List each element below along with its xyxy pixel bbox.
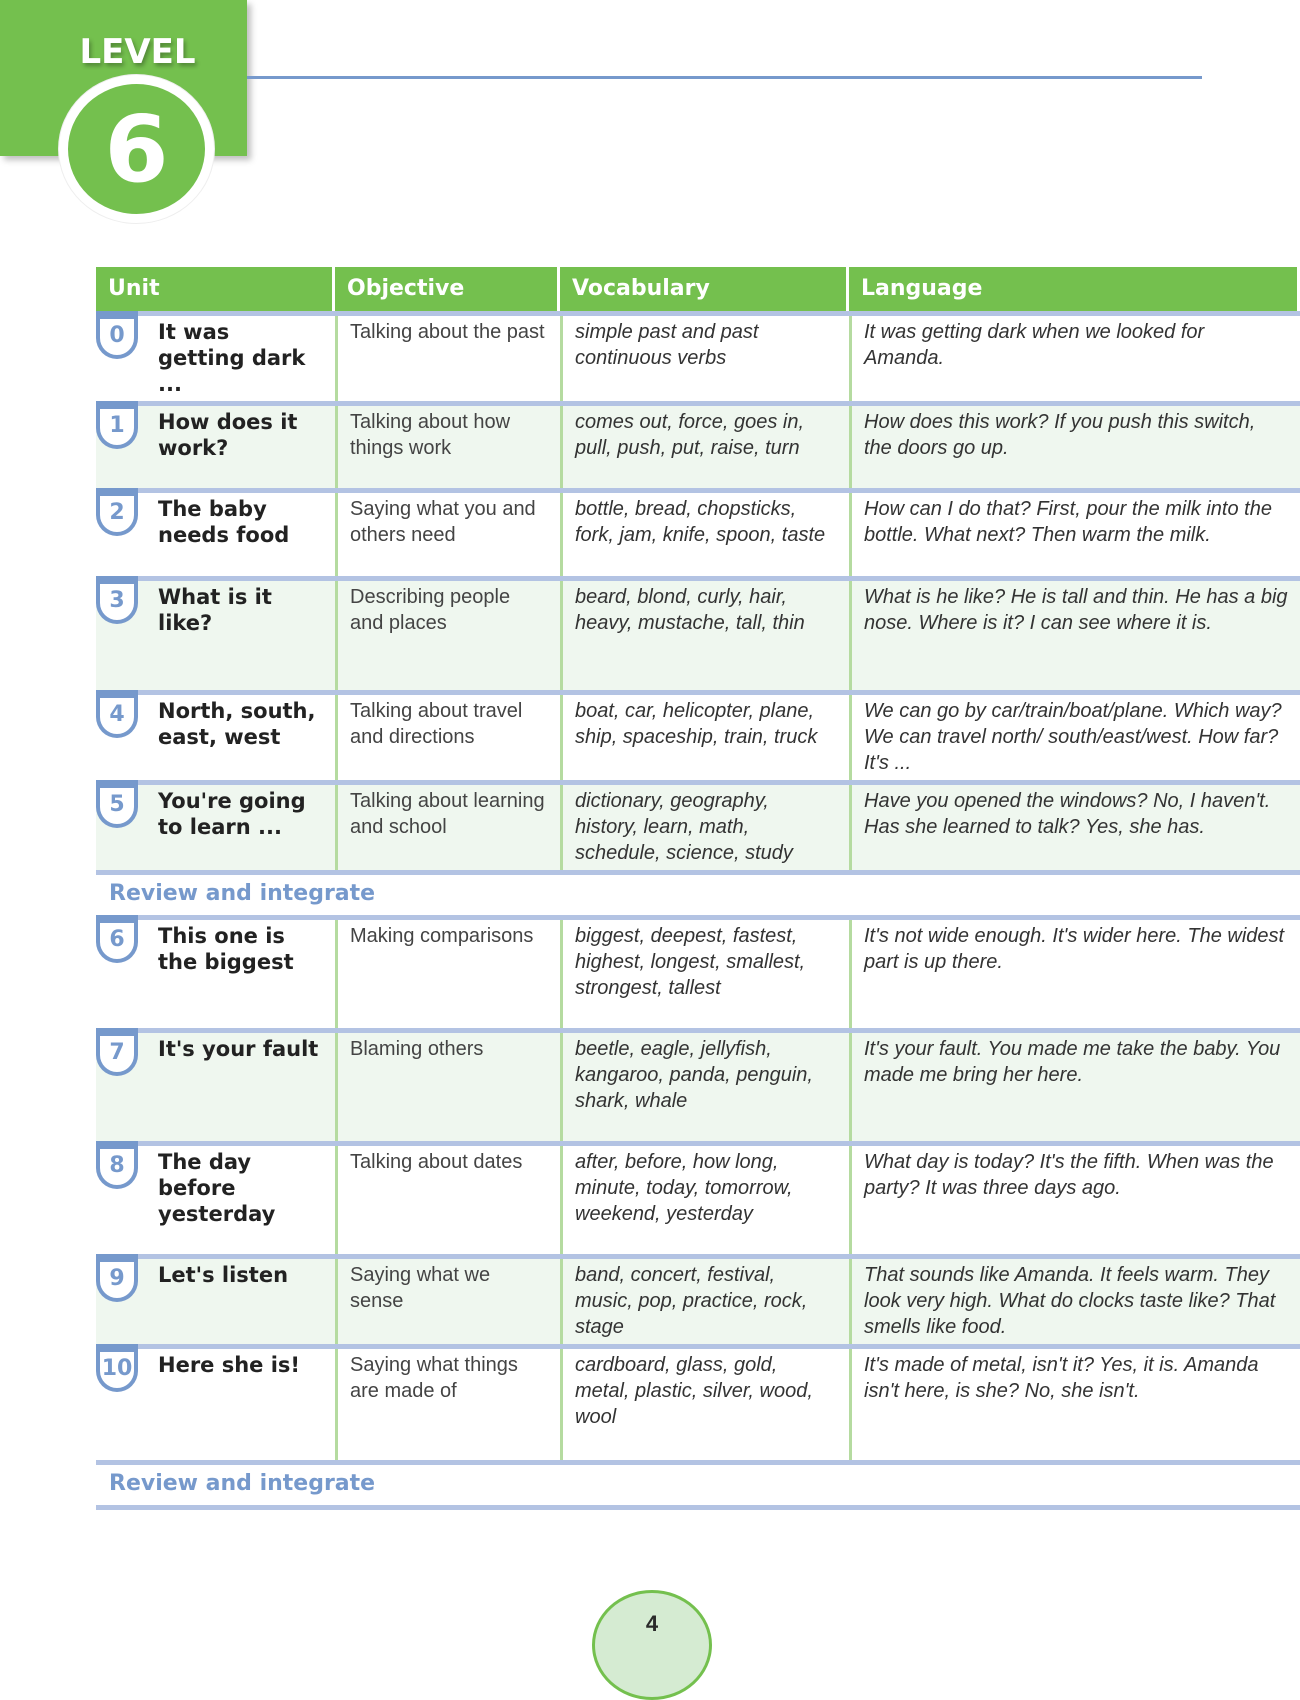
language-cell: It's your fault. You made me take the ba…: [849, 1033, 1300, 1141]
review-and-integrate: Review and integrate: [96, 1460, 1300, 1505]
table-end-rule: [96, 1505, 1300, 1510]
language-cell: We can go by car/train/boat/plane. Which…: [849, 695, 1300, 780]
header-objective: Objective: [335, 267, 560, 311]
vocabulary-cell: band, concert, festival, music, pop, pra…: [560, 1259, 849, 1344]
unit-number-badge: 2: [96, 488, 138, 536]
table-row: 10 Here she is! Saying what things are m…: [96, 1344, 1300, 1460]
level-number-badge: 6: [59, 75, 214, 223]
vocabulary-cell: simple past and past continuous verbs: [560, 316, 849, 401]
objective-cell: Talking about learning and school: [335, 785, 560, 870]
vocabulary-cell: boat, car, helicopter, plane, ship, spac…: [560, 695, 849, 780]
table-row: 1 How does it work? Talking about how th…: [96, 401, 1300, 488]
unit-number-badge: 3: [96, 576, 138, 624]
vocabulary-cell: beard, blond, curly, hair, heavy, mustac…: [560, 581, 849, 690]
language-cell: What day is today? It's the fifth. When …: [849, 1146, 1300, 1254]
language-cell: How does this work? If you push this swi…: [849, 406, 1300, 488]
vocabulary-cell: comes out, force, goes in, pull, push, p…: [560, 406, 849, 488]
language-cell: Have you opened the windows? No, I haven…: [849, 785, 1300, 870]
table-row: 9 Let's listen Saying what we sense band…: [96, 1254, 1300, 1344]
language-cell: It's made of metal, isn't it? Yes, it is…: [849, 1349, 1300, 1460]
unit-title: What is it like?: [158, 585, 272, 635]
language-cell: How can I do that? First, pour the milk …: [849, 493, 1300, 576]
vocabulary-cell: after, before, how long, minute, today, …: [560, 1146, 849, 1254]
unit-number-badge: 0: [96, 311, 138, 359]
unit-number-badge: 6: [96, 915, 138, 963]
objective-cell: Talking about travel and directions: [335, 695, 560, 780]
review-and-integrate: Review and integrate: [96, 870, 1300, 915]
table-row: 4 North, south, east, west Talking about…: [96, 690, 1300, 780]
header-vocabulary: Vocabulary: [560, 267, 849, 311]
language-cell: What is he like? He is tall and thin. He…: [849, 581, 1300, 690]
unit-title: North, south, east, west: [158, 699, 316, 749]
header-unit: Unit: [96, 267, 335, 311]
unit-title: How does it work?: [158, 410, 298, 460]
unit-title: Let's listen: [158, 1263, 289, 1287]
language-cell: It's not wide enough. It's wider here. T…: [849, 920, 1300, 1028]
objective-cell: Making comparisons: [335, 920, 560, 1028]
objective-cell: Talking about dates: [335, 1146, 560, 1254]
table-row: 5 You're going to learn ... Talking abou…: [96, 780, 1300, 870]
table-row: 0 It was getting dark ... Talking about …: [96, 311, 1300, 401]
objective-cell: Saying what things are made of: [335, 1349, 560, 1460]
unit-title: It's your fault: [158, 1037, 319, 1061]
objective-cell: Saying what you and others need: [335, 493, 560, 576]
language-cell: That sounds like Amanda. It feels warm. …: [849, 1259, 1300, 1344]
language-cell: It was getting dark when we looked for A…: [849, 316, 1300, 401]
header-language: Language: [849, 267, 1300, 311]
objective-cell: Saying what we sense: [335, 1259, 560, 1344]
vocabulary-cell: beetle, eagle, jellyfish, kangaroo, pand…: [560, 1033, 849, 1141]
unit-number-badge: 5: [96, 780, 138, 828]
objective-cell: Talking about how things work: [335, 406, 560, 488]
unit-number-badge: 8: [96, 1141, 138, 1189]
unit-number-badge: 7: [96, 1028, 138, 1076]
vocabulary-cell: biggest, deepest, fastest, highest, long…: [560, 920, 849, 1028]
syllabus-table: Unit Objective Vocabulary Language 0 It …: [96, 267, 1300, 1510]
table-row: 6 This one is the biggest Making compari…: [96, 915, 1300, 1028]
unit-title: It was getting dark ...: [158, 320, 306, 396]
unit-number-badge: 10: [96, 1344, 138, 1392]
unit-title: Here she is!: [158, 1353, 301, 1377]
unit-title: You're going to learn ...: [158, 789, 306, 839]
unit-title: The baby needs food: [158, 497, 290, 547]
table-header: Unit Objective Vocabulary Language: [96, 267, 1300, 311]
table-row: 3 What is it like? Describing people and…: [96, 576, 1300, 690]
vocabulary-cell: dictionary, geography, history, learn, m…: [560, 785, 849, 870]
unit-number-badge: 9: [96, 1254, 138, 1302]
header-rule: [247, 76, 1202, 79]
objective-cell: Talking about the past: [335, 316, 560, 401]
vocabulary-cell: bottle, bread, chopsticks, fork, jam, kn…: [560, 493, 849, 576]
unit-title: This one is the biggest: [158, 924, 294, 974]
objective-cell: Describing people and places: [335, 581, 560, 690]
unit-title: The day before yesterday: [158, 1150, 276, 1226]
unit-number-badge: 1: [96, 401, 138, 449]
objective-cell: Blaming others: [335, 1033, 560, 1141]
unit-number-badge: 4: [96, 690, 138, 738]
table-row: 2 The baby needs food Saying what you an…: [96, 488, 1300, 576]
table-row: 8 The day before yesterday Talking about…: [96, 1141, 1300, 1254]
vocabulary-cell: cardboard, glass, gold, metal, plastic, …: [560, 1349, 849, 1460]
table-row: 7 It's your fault Blaming others beetle,…: [96, 1028, 1300, 1141]
page-number: 4: [592, 1590, 712, 1700]
level-label: LEVEL: [79, 32, 196, 72]
